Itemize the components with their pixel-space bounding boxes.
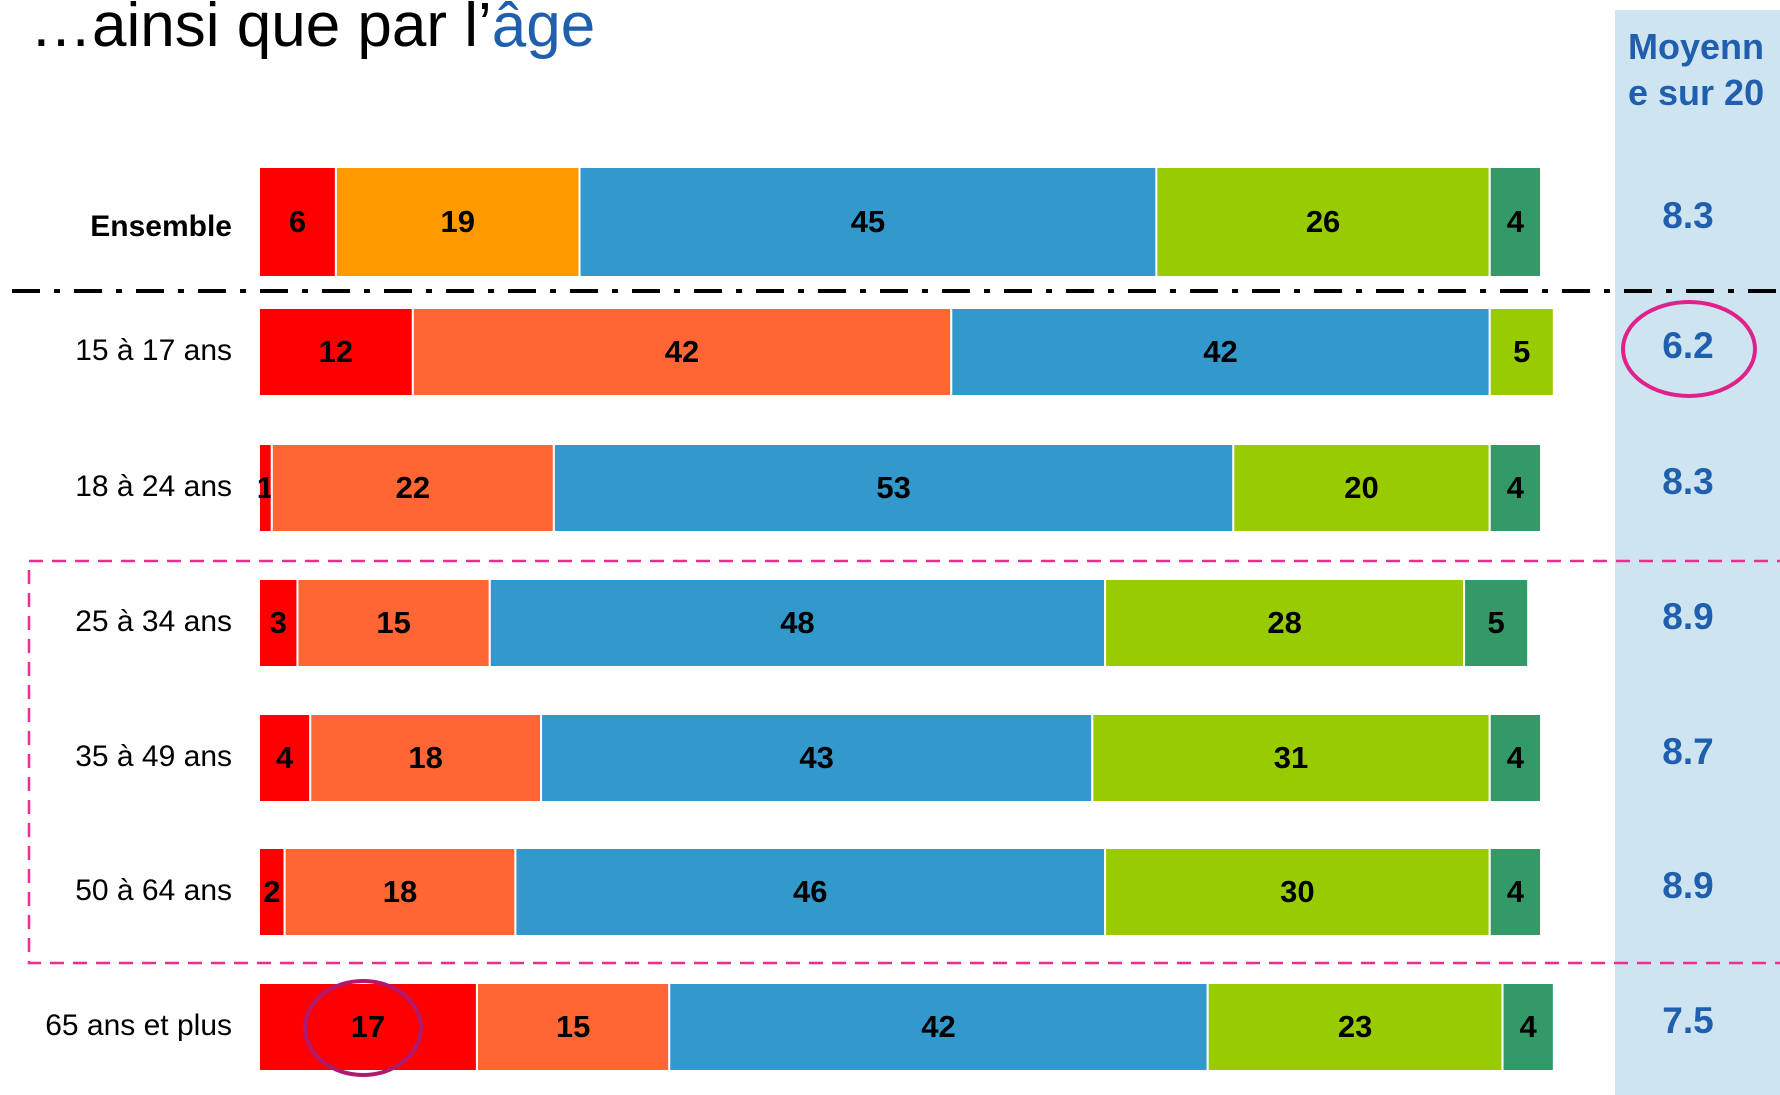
bar-segment (1488, 443, 1542, 533)
bar-segment (258, 713, 312, 803)
bar-segment (258, 847, 286, 937)
data-label: 18 (383, 874, 417, 909)
bar-segment (1488, 847, 1542, 937)
mean-value: 8.3 (1662, 461, 1713, 502)
bar-segment (1488, 713, 1542, 803)
bar-segment (1463, 578, 1530, 668)
data-label: 23 (1338, 1009, 1372, 1044)
bar-segment (258, 166, 337, 278)
data-label: 4 (1507, 874, 1525, 909)
data-label: 43 (799, 740, 833, 775)
data-label: 4 (1507, 740, 1525, 775)
data-label: 2 (263, 874, 280, 909)
data-label: 6 (289, 204, 306, 239)
bar-segment (1488, 307, 1555, 397)
bar-segment (668, 982, 1209, 1072)
data-label: 42 (1203, 334, 1237, 369)
data-label: 53 (876, 470, 910, 505)
bar-segment (258, 578, 299, 668)
data-label: 3 (270, 605, 287, 640)
bar-segment (334, 166, 581, 278)
data-label: 42 (665, 334, 699, 369)
title-highlight: âge (492, 0, 595, 60)
data-label: 17 (351, 1009, 385, 1044)
data-label: 19 (440, 204, 474, 239)
bar-segment (1232, 443, 1491, 533)
data-label: 15 (376, 605, 410, 640)
bar-segment (1206, 982, 1504, 1072)
data-label: 30 (1280, 874, 1314, 909)
mean-value: 6.2 (1662, 325, 1713, 366)
data-label: 5 (1488, 605, 1505, 640)
data-label: 18 (408, 740, 442, 775)
bar-segment (514, 847, 1107, 937)
mean-header: Moyenne sur 20 (1628, 26, 1765, 113)
mean-value: 8.7 (1662, 731, 1713, 772)
data-label: 28 (1267, 605, 1301, 640)
highlight-circle (1621, 300, 1757, 398)
bar-segment (1104, 847, 1491, 937)
data-label: 31 (1274, 740, 1308, 775)
category-label: 18 à 24 ans (75, 470, 232, 503)
mean-value: 7.5 (1662, 1000, 1713, 1041)
data-label: 5 (1513, 334, 1530, 369)
title-text: …ainsi que par l’ (30, 0, 492, 60)
data-label: 42 (921, 1009, 955, 1044)
category-label: Ensemble (90, 210, 232, 243)
bar-segment (1488, 166, 1542, 278)
bar-segment (258, 307, 414, 397)
category-label: 15 à 17 ans (75, 334, 232, 367)
mean-value: 8.3 (1662, 195, 1713, 236)
bar-segment (488, 578, 1107, 668)
highlight-box (27, 559, 1780, 965)
data-label: 4 (1507, 204, 1525, 239)
bar-segment (296, 578, 491, 668)
data-label: 48 (780, 605, 814, 640)
category-label: 25 à 34 ans (75, 605, 232, 638)
bar-segment (270, 443, 555, 533)
bar-segment (578, 166, 1158, 278)
bar-segment (1104, 578, 1466, 668)
data-label: 46 (793, 874, 827, 909)
bar-segment (283, 847, 517, 937)
bar-segment (309, 713, 543, 803)
data-label: 20 (1344, 470, 1378, 505)
bar-segment (475, 982, 671, 1072)
mean-value: 8.9 (1662, 596, 1713, 637)
data-label: 1 (257, 470, 274, 505)
chart-title: …ainsi que par l’âge (30, 0, 595, 60)
data-label: 45 (851, 204, 885, 239)
category-label: 50 à 64 ans (75, 874, 232, 907)
bar-segment (1091, 713, 1491, 803)
bar-segment (411, 307, 953, 397)
highlight-circle (303, 979, 423, 1077)
data-label: 12 (319, 334, 353, 369)
category-label: 65 ans et plus (45, 1009, 232, 1042)
mean-value: 8.9 (1662, 865, 1713, 906)
bar-segment (950, 307, 1491, 397)
bar-segment (1155, 166, 1491, 278)
data-label: 4 (1520, 1009, 1538, 1044)
mean-column (1615, 10, 1780, 1095)
data-label: 15 (556, 1009, 590, 1044)
bar-segment (552, 443, 1235, 533)
data-label: 22 (396, 470, 430, 505)
data-label: 4 (276, 740, 294, 775)
bar-segment (1501, 982, 1555, 1072)
data-label: 26 (1306, 204, 1340, 239)
category-label: 35 à 49 ans (75, 740, 232, 773)
bar-segment (540, 713, 1094, 803)
data-label: 4 (1507, 470, 1525, 505)
